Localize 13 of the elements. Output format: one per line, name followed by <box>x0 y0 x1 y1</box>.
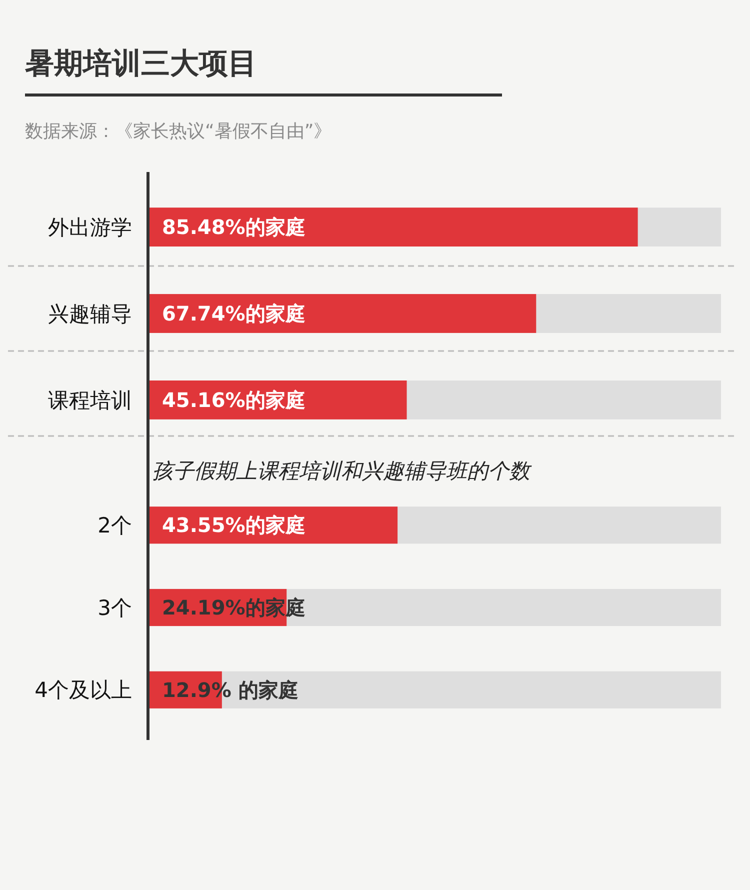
chart-title: 孩子假期上课程培训和兴趣辅导班的个数 <box>152 459 532 483</box>
category-label: 课程培训 <box>48 388 132 412</box>
category-label: 4个及以上 <box>34 678 132 702</box>
category-label: 3个 <box>98 596 132 620</box>
category-label: 2个 <box>98 513 132 538</box>
data-label: 67.74%的家庭 <box>162 302 306 326</box>
data-label: 45.16%的家庭 <box>162 388 306 412</box>
data-label: 85.48%的家庭 <box>162 215 306 240</box>
chart-title: 暑期培训三大项目 <box>24 46 257 80</box>
data-label: 43.55%的家庭 <box>162 513 306 538</box>
category-label: 外出游学 <box>48 215 132 240</box>
source-note: 数据来源：《家长热议“暑假不自由”》 <box>25 121 332 142</box>
category-label: 兴趣辅导 <box>48 302 132 326</box>
